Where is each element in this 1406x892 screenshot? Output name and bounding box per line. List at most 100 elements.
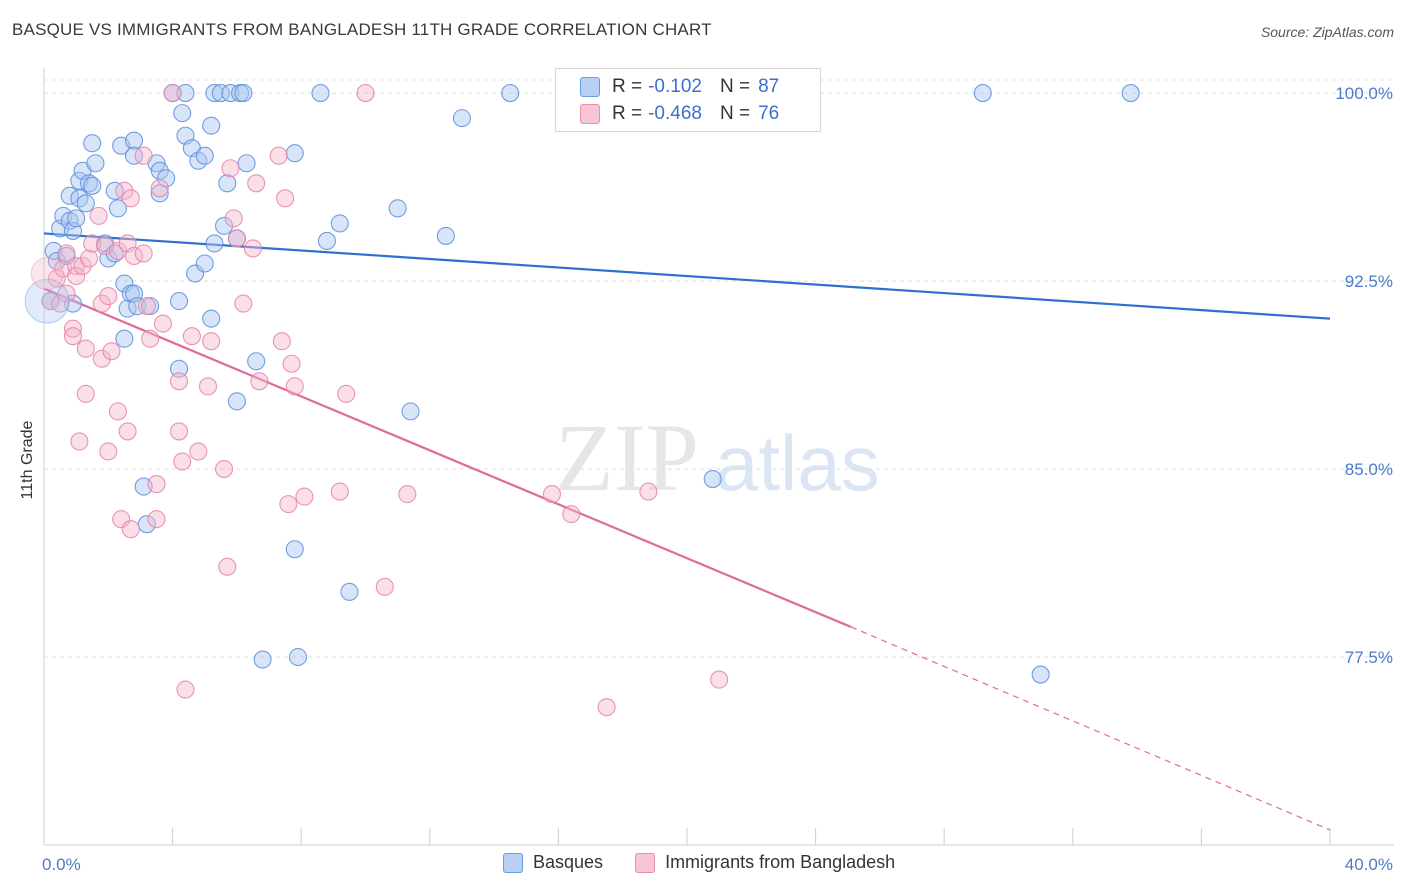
- bangladesh-point: [108, 402, 127, 421]
- basques-point: [169, 292, 189, 311]
- legend-swatch-blue: [580, 77, 600, 97]
- x-tick-label: 0.0%: [42, 855, 81, 874]
- bangladesh-point: [89, 206, 108, 225]
- bangladesh-point: [51, 294, 70, 313]
- bangladesh-point: [182, 327, 201, 346]
- bangladesh-trend-extension: [850, 626, 1331, 831]
- y-tick-label: 92.5%: [1345, 272, 1393, 291]
- basques-point: [247, 352, 266, 371]
- bangladesh-point: [63, 319, 82, 338]
- source-label: Source: ZipAtlas.com: [1260, 24, 1394, 40]
- bangladesh-point: [30, 257, 64, 291]
- basques-point: [83, 176, 102, 195]
- axes: [43, 68, 1394, 846]
- correlation-legend: R = -0.102 N = 87 R = -0.468 N = 76: [555, 68, 821, 132]
- bangladesh-point: [269, 146, 288, 165]
- bangladesh-point: [562, 505, 581, 524]
- bangladesh-point: [147, 475, 166, 494]
- basques-point: [124, 146, 144, 165]
- bangladesh-point: [118, 422, 137, 441]
- bangladesh-point: [224, 209, 243, 228]
- bangladesh-point: [70, 432, 89, 451]
- bangladesh-point: [63, 327, 82, 346]
- basques-point: [253, 650, 272, 669]
- basques-point: [115, 274, 134, 293]
- bangladesh-point: [112, 510, 131, 529]
- basques-point: [340, 582, 359, 601]
- watermark-atlas: atlas: [715, 419, 880, 507]
- bangladesh-point: [218, 557, 237, 576]
- basques-point: [388, 199, 407, 218]
- basques-point: [128, 297, 147, 316]
- basques-point: [317, 231, 336, 250]
- bangladesh-point: [234, 294, 253, 313]
- basques-point: [1031, 665, 1050, 684]
- basques-point: [79, 174, 99, 193]
- bangladesh-point: [67, 266, 86, 286]
- basques-point: [703, 470, 722, 489]
- basques-point: [115, 329, 134, 348]
- bangladesh-point: [189, 442, 208, 461]
- basques-point: [285, 540, 304, 559]
- basques-point: [86, 154, 105, 173]
- basques-point: [211, 84, 230, 103]
- basques-point: [67, 209, 86, 228]
- bangladesh-point: [79, 249, 99, 268]
- basques-point: [157, 169, 176, 188]
- bangladesh-point: [47, 269, 66, 288]
- basques-point: [205, 84, 224, 103]
- data-points: [24, 84, 1140, 717]
- legend-n-label: N =: [719, 76, 751, 97]
- basques-point: [83, 134, 102, 153]
- bangladesh-point: [141, 329, 160, 348]
- bangladesh-point: [542, 485, 562, 504]
- bangladesh-point: [150, 179, 169, 198]
- basques-point: [63, 294, 82, 313]
- basques-point: [105, 244, 124, 263]
- legend-label: Immigrants from Bangladesh: [665, 852, 896, 872]
- basques-point: [137, 515, 156, 534]
- basques-point: [311, 84, 330, 103]
- bangladesh-point: [375, 577, 394, 596]
- bangladesh-point: [250, 372, 269, 391]
- bangladesh-point: [137, 297, 156, 316]
- legend-n-value: 87: [758, 76, 780, 97]
- basques-point: [234, 84, 253, 103]
- bangladesh-point: [99, 442, 118, 461]
- bangladesh-point: [134, 244, 153, 263]
- bangladesh-point: [73, 256, 92, 276]
- basques-point: [150, 184, 169, 203]
- basques-point: [195, 254, 214, 273]
- bangladesh-point: [285, 377, 304, 396]
- bangladesh-point: [639, 482, 658, 501]
- bangladesh-point: [295, 487, 314, 506]
- bangladesh-trend-line: [43, 287, 852, 628]
- basques-point: [108, 199, 127, 218]
- legend-swatch-pink: [580, 104, 600, 124]
- legend-row-bangladesh: R = -0.468 N = 76: [580, 101, 797, 127]
- legend-row-basques: R = -0.102 N = 87: [580, 74, 797, 100]
- bangladesh-point: [330, 482, 349, 501]
- legend-item-basques[interactable]: Basques: [503, 852, 603, 873]
- bangladesh-point: [337, 384, 356, 403]
- bangladesh-point: [102, 342, 121, 361]
- tick-labels: 77.5% 85.0% 92.5% 100.0% 0.0% 40.0%: [42, 84, 1393, 874]
- zipatlas-watermark: ZIP atlas: [555, 404, 880, 511]
- y-tick-label: 85.0%: [1345, 460, 1393, 479]
- y-tick-label: 77.5%: [1345, 648, 1393, 667]
- legend-r-label: R =: [612, 103, 643, 124]
- bangladesh-point: [276, 189, 295, 208]
- basques-point: [237, 154, 256, 173]
- bangladesh-point: [169, 422, 189, 441]
- bangladesh-point: [247, 174, 266, 193]
- basques-point: [195, 146, 214, 165]
- legend-r-value: -0.468: [648, 103, 702, 124]
- bangladesh-point: [202, 332, 221, 351]
- legend-n-label: N =: [719, 103, 751, 124]
- bangladesh-point: [57, 284, 76, 303]
- bangladesh-point: [173, 452, 192, 471]
- basques-point: [202, 309, 221, 328]
- bangladesh-point: [57, 244, 76, 263]
- legend-item-bangladesh[interactable]: Immigrants from Bangladesh: [635, 852, 895, 873]
- bangladesh-point: [115, 181, 134, 200]
